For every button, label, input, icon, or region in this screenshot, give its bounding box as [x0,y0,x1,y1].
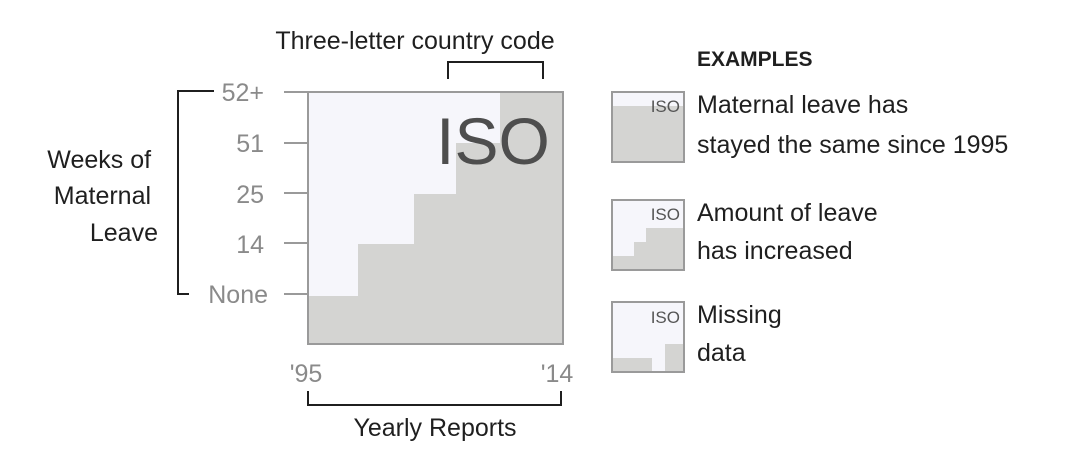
y-tick-label-52plus: 52+ [222,79,264,107]
x-start-label: '95 [290,360,323,388]
example-unchanged-line-1: Maternal leave has [697,91,908,119]
example-missing-description: Missing data [697,301,789,367]
y-axis-title-line-3: Leave [90,219,158,247]
example-unchanged-iso: ISO [651,97,680,116]
x-axis-title: Yearly Reports [353,414,516,442]
weeks-bracket [177,90,214,295]
y-axis-title-line-1: Weeks of [47,146,151,174]
example-increased: ISO Amount of leave has increased [611,199,885,271]
x-end-label: '14 [541,360,574,388]
y-axis-title: Weeks of Maternal Leave [47,146,158,247]
example-increased-line-2: has increased [697,237,853,265]
example-missing-iso: ISO [651,308,680,327]
example-unchanged-description: Maternal leave has stayed the same since… [697,91,1008,159]
example-unchanged: ISO Maternal leave has stayed the same s… [611,91,1008,163]
y-axis-title-line-2: Maternal [54,182,151,210]
example-missing-line-2: data [697,339,746,367]
y-tick-label-51: 51 [236,130,264,158]
example-unchanged-fill [612,106,684,162]
country-code-label: Three-letter country code [275,27,554,55]
example-increased-border [611,199,685,271]
example-missing-line-1: Missing [697,301,782,329]
example-missing-fill-right [665,344,684,372]
example-unchanged-border [611,91,685,163]
y-tick-label-25: 25 [236,181,264,209]
examples-heading: EXAMPLES [697,48,813,71]
y-tick-label-none: None [208,281,268,309]
main-square-step-fill [308,92,563,344]
main-example-square: ISO [307,91,564,345]
example-unchanged-line-2: stayed the same since 1995 [697,131,1008,159]
example-increased-iso: ISO [651,205,680,224]
example-increased-line-1: Amount of leave [697,199,878,227]
example-increased-fill [612,228,684,270]
y-tick-label-14: 14 [236,231,264,259]
example-missing: ISO Missing data [611,301,789,373]
example-missing-fill-left [612,358,652,372]
example-increased-description: Amount of leave has increased [697,199,885,265]
example-missing-border [611,301,685,373]
main-iso-label: ISO [436,104,550,178]
yearly-reports-bracket [307,391,562,406]
country-code-bracket [447,61,544,79]
main-square-border [307,91,564,345]
